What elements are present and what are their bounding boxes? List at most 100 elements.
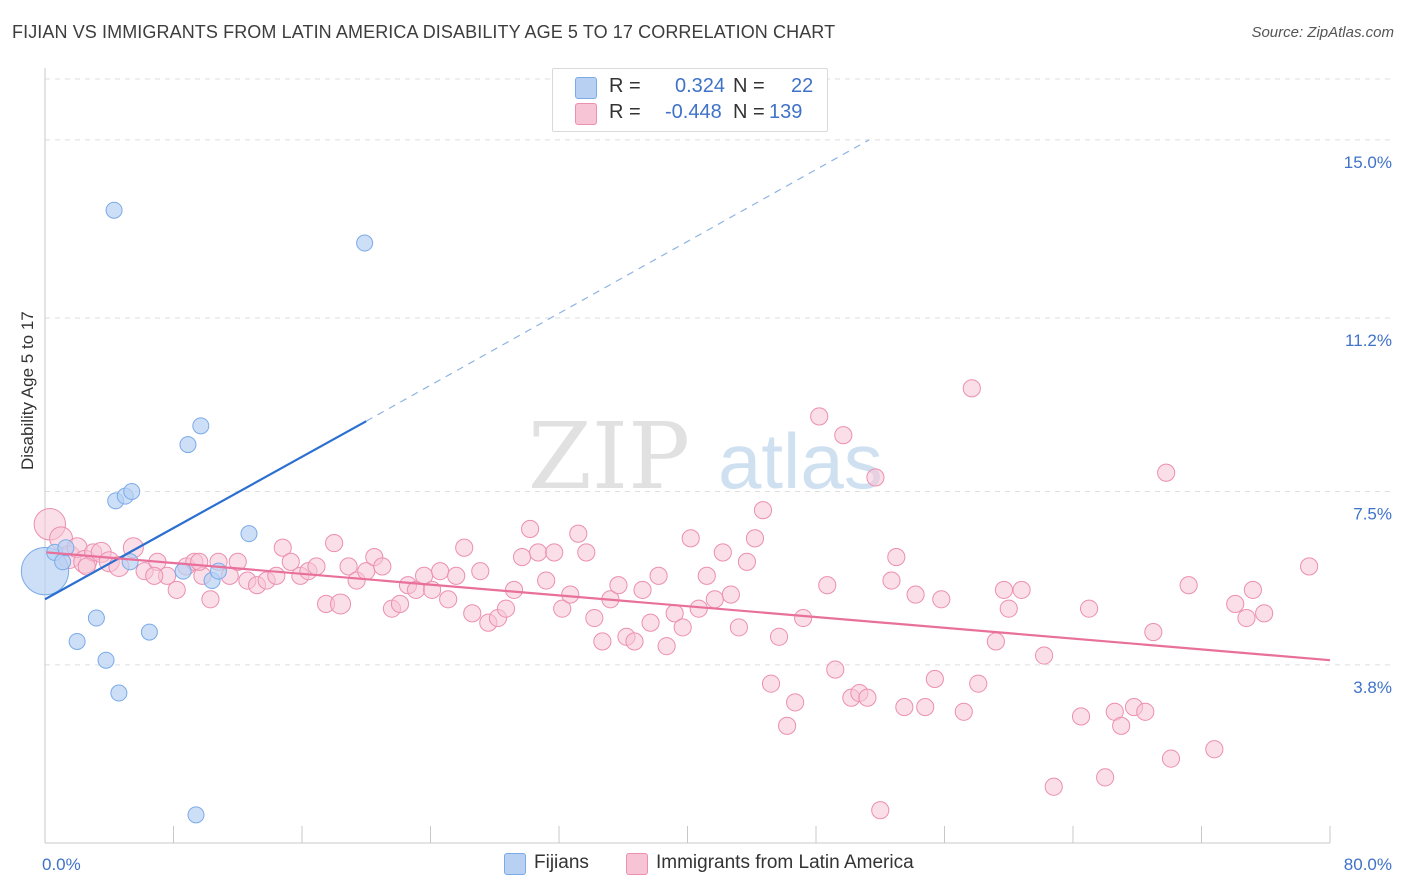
data-point-latin-america [1237, 608, 1256, 628]
data-point-latin-america [201, 590, 220, 609]
x-tick-label: 80.0% [1344, 855, 1392, 874]
data-point-latin-america [633, 580, 652, 599]
data-point-latin-america [649, 566, 668, 585]
data-point-latin-america [273, 538, 292, 557]
data-point-latin-america [753, 501, 773, 520]
data-point-latin-america [705, 590, 724, 609]
data-point-latin-america [916, 698, 935, 717]
bottom-legend-latin-america: Immigrants from Latin America [626, 852, 914, 875]
tick-labels: 3.8% 7.5% 11.2% 15.0% 0.0% 80.0% [42, 153, 1392, 874]
data-point-latin-america [325, 533, 344, 553]
source-label: Source: ZipAtlas.com [1251, 24, 1394, 41]
data-point-latin-america [585, 608, 604, 628]
data-point-fijians [121, 553, 139, 571]
legend-r-value-latin-america: -0.448 [665, 101, 722, 123]
data-point-fijians [187, 806, 205, 824]
data-point-latin-america [721, 585, 740, 604]
data-point-latin-america [529, 543, 548, 562]
series-latin-america-points [33, 379, 1319, 820]
data-point-fijians [356, 234, 374, 252]
data-point-latin-america [737, 552, 757, 571]
data-point-latin-america [681, 529, 700, 548]
legend-r-value-fijians: 0.324 [675, 75, 726, 97]
data-point-latin-america [954, 702, 973, 721]
data-point-latin-america [994, 580, 1014, 599]
data-point-latin-america [858, 688, 877, 707]
data-point-fijians [192, 417, 210, 435]
data-point-fijians [140, 623, 158, 641]
data-point-latin-america [471, 562, 490, 581]
data-point-latin-america [439, 590, 458, 609]
data-point-fijians [54, 553, 72, 571]
data-point-latin-america [1255, 604, 1274, 623]
data-point-latin-america [834, 426, 853, 445]
data-point-latin-america [512, 548, 532, 567]
data-point-fijians [179, 436, 197, 454]
trend-line-fijians-extension [365, 139, 870, 422]
data-point-latin-america [906, 585, 925, 604]
data-point-latin-america [625, 632, 644, 651]
bottom-legend-swatch-fijians [504, 853, 526, 875]
data-point-latin-america [307, 557, 326, 576]
data-point-fijians [57, 539, 75, 557]
legend-swatch-fijians [575, 77, 597, 99]
x-tick-label: 0.0% [42, 855, 81, 874]
data-point-latin-america [593, 632, 612, 651]
data-point-fijians [123, 482, 141, 500]
data-point-latin-america [641, 613, 660, 632]
data-point-latin-america [887, 548, 906, 567]
data-point-latin-america [145, 566, 164, 585]
data-point-latin-america [339, 557, 358, 576]
trend-line-fijians [44, 420, 367, 601]
data-point-latin-america [794, 608, 813, 628]
data-point-latin-america [521, 519, 540, 539]
data-point-latin-america [1012, 580, 1031, 599]
legend-n-value-fijians: 22 [791, 75, 814, 97]
watermark-zip: ZIP [528, 403, 690, 510]
data-point-latin-america [390, 594, 410, 614]
data-point-latin-america [786, 693, 805, 712]
data-point-latin-america [745, 529, 765, 548]
axes [44, 68, 1331, 844]
data-point-latin-america [553, 599, 572, 618]
data-point-fijians [87, 609, 105, 627]
data-point-latin-america [810, 407, 829, 426]
data-point-latin-america [1044, 777, 1063, 796]
bottom-legend-label-fijians: Fijians [534, 852, 589, 873]
data-point-latin-america [1136, 702, 1155, 721]
data-point-latin-america [330, 593, 352, 615]
data-point-latin-america [1096, 768, 1115, 787]
legend-r-label: R = [609, 75, 641, 97]
legend-n-label: N = [733, 101, 765, 123]
bottom-legend-swatch-latin-america [626, 853, 648, 875]
data-point-latin-america [267, 566, 286, 585]
data-point-latin-america [496, 599, 516, 618]
data-point-fijians [174, 562, 192, 580]
trend-lines [44, 139, 1331, 662]
legend-r-label: R = [609, 101, 641, 123]
data-point-latin-america [569, 524, 588, 543]
y-tick-label: 11.2% [1345, 331, 1392, 350]
data-point-latin-america [697, 566, 716, 585]
watermark-atlas: atlas [718, 417, 883, 505]
data-point-latin-america [281, 552, 300, 571]
data-point-latin-america [818, 576, 837, 595]
data-point-latin-america [769, 627, 789, 646]
bottom-legend-fijians: Fijians [504, 852, 589, 875]
data-point-latin-america [986, 632, 1005, 651]
data-point-latin-america [999, 599, 1018, 618]
data-point-latin-america [761, 674, 781, 693]
data-point-latin-america [925, 669, 944, 689]
data-point-latin-america [1071, 707, 1091, 726]
data-point-latin-america [1300, 557, 1319, 576]
data-point-latin-america [882, 571, 901, 590]
data-point-latin-america [657, 637, 676, 656]
data-point-latin-america [1112, 716, 1131, 735]
data-point-latin-america [1161, 749, 1181, 768]
data-point-latin-america [962, 379, 981, 398]
data-point-latin-america [866, 468, 885, 487]
data-point-latin-america [455, 538, 474, 557]
data-point-latin-america [190, 552, 209, 571]
data-point-latin-america [1035, 646, 1054, 665]
data-point-fijians [97, 651, 115, 669]
